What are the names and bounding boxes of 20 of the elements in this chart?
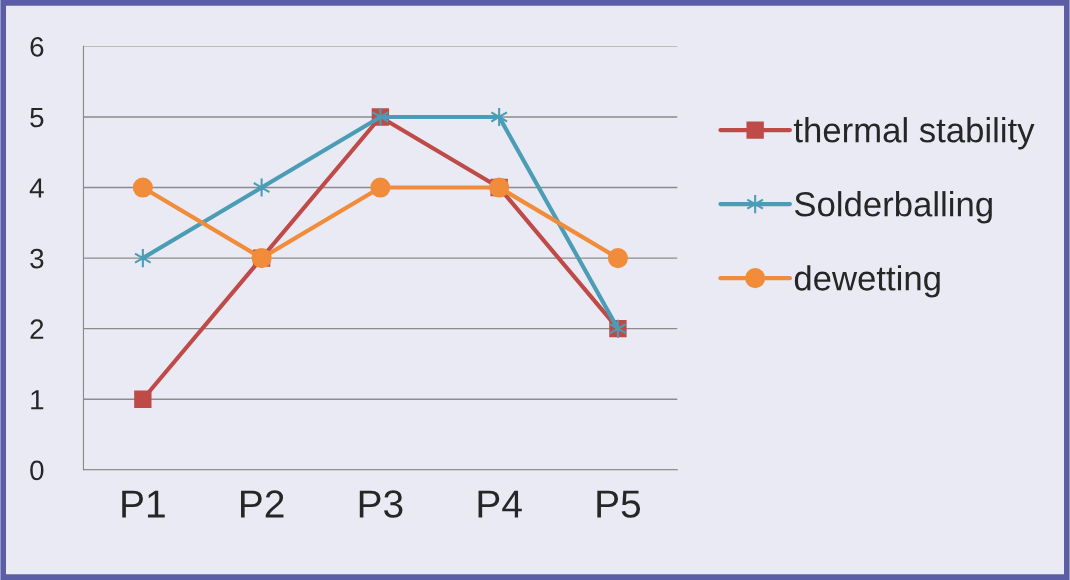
point [370, 177, 391, 198]
x-tick-label: P5 [597, 490, 641, 518]
point [132, 177, 153, 198]
point [607, 248, 628, 269]
y-tick-label: 6 [30, 37, 44, 57]
point [134, 390, 152, 408]
y-tick-label: 3 [30, 248, 44, 269]
x-tick-label: P2 [241, 490, 284, 518]
x-tick-label: P3 [359, 490, 403, 518]
y-tick-label: 0 [30, 460, 44, 481]
legend-label: thermal stability [793, 117, 1035, 150]
y-tick-label: 2 [30, 319, 44, 339]
legend-label: dewetting [794, 265, 940, 298]
legend-label: Solderballing [794, 191, 992, 224]
point [252, 177, 271, 198]
x-tick-label: P4 [478, 490, 522, 518]
y-tick-label: 1 [31, 390, 44, 410]
y-tick-label: 5 [30, 107, 44, 128]
y-tick-label: 4 [29, 178, 44, 198]
x-tick-label: P1 [122, 490, 165, 518]
